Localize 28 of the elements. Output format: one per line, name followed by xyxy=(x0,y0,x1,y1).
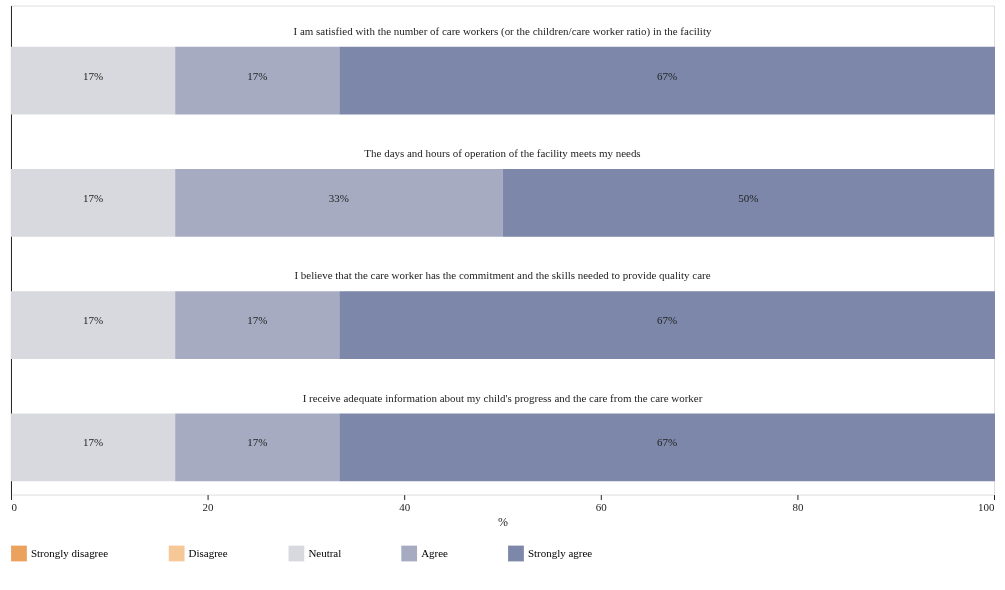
data-label: 67% xyxy=(657,314,678,327)
data-label: 17% xyxy=(83,191,104,204)
legend-label: Strongly agree xyxy=(527,546,593,559)
data-label: 17% xyxy=(247,436,268,449)
y-tick-label: I receive adequate information about my child's progress and the care from the care worker xyxy=(302,391,703,404)
y-tick-label: The days and hours of operation of the facility meets my needs xyxy=(364,147,641,159)
y-tick-label: I believe that the care worker has the commitment and the skills needed to provide quality care xyxy=(294,269,711,282)
data-label: 33% xyxy=(328,191,349,204)
data-label: 17% xyxy=(247,314,268,327)
legend-label: Neutral xyxy=(308,546,342,559)
x-tick-label: 20 xyxy=(202,501,215,514)
legend-label: Strongly disagree xyxy=(30,546,109,559)
x-tick-label: 100 xyxy=(978,501,996,514)
x-tick-label: 40 xyxy=(399,501,411,514)
data-label: 67% xyxy=(657,436,678,449)
legend-label: Disagree xyxy=(188,546,228,559)
y-tick-label: I am satisfied with the number of care workers (or the children/care worker ratio) in the facility xyxy=(293,24,712,38)
data-label: 17% xyxy=(83,314,104,327)
x-tick-label: 0 xyxy=(11,501,18,514)
data-label: 67% xyxy=(657,69,678,82)
data-label: 17% xyxy=(247,69,268,82)
data-label: 17% xyxy=(83,69,104,82)
legend-label: Agree xyxy=(421,546,449,559)
x-axis-title: % xyxy=(498,515,509,530)
x-tick-label: 80 xyxy=(792,501,804,514)
data-label: 50% xyxy=(738,191,759,204)
data-label: 17% xyxy=(83,436,104,449)
x-tick-label: 60 xyxy=(595,501,608,514)
